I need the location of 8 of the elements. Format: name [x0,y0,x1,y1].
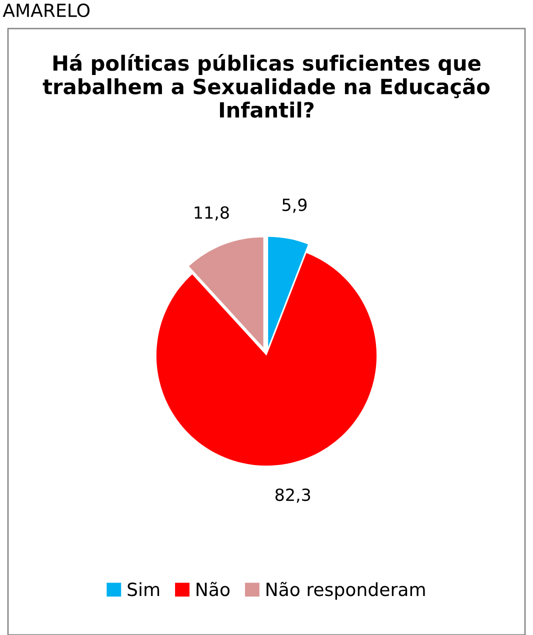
legend-label: Não responderam [266,582,425,600]
data-label: 5,9 [282,198,307,213]
data-label: 82,3 [275,488,310,503]
legend-label: Sim [128,582,160,596]
legend-label: Não [196,582,230,596]
data-label: 11,8 [194,206,229,221]
text: AMARELO [2,3,90,18]
chart-title: Há políticas públicas suficientes que trabalhem a Sexualidade na Educação Infantil? [42,54,490,118]
